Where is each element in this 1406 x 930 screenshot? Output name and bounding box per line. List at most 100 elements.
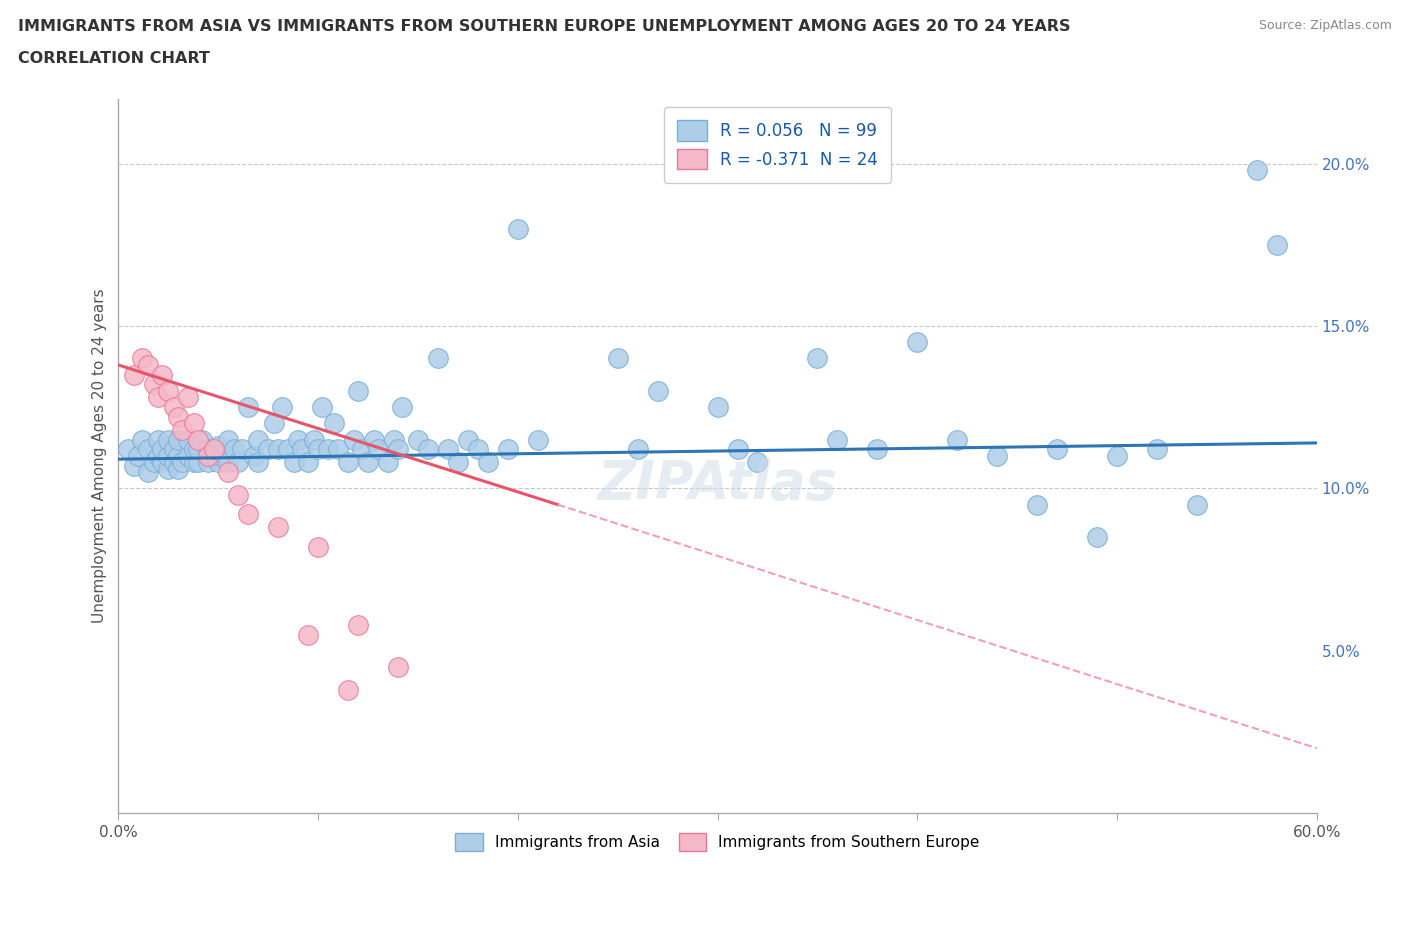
Point <box>347 618 370 632</box>
Point <box>131 432 153 447</box>
Point <box>150 367 173 382</box>
Point <box>387 659 409 674</box>
Point <box>247 432 270 447</box>
Point <box>946 432 969 447</box>
Point <box>467 442 489 457</box>
Point <box>316 442 339 457</box>
Point <box>297 627 319 642</box>
Point <box>1026 498 1049 512</box>
Point <box>183 416 205 431</box>
Point <box>177 432 200 447</box>
Point <box>347 383 370 398</box>
Point <box>606 351 628 365</box>
Point <box>267 520 290 535</box>
Point <box>226 455 249 470</box>
Point <box>187 455 209 470</box>
Point <box>277 442 299 457</box>
Point <box>224 442 246 457</box>
Point <box>148 448 170 463</box>
Point <box>150 455 173 470</box>
Point <box>627 442 650 457</box>
Point <box>177 390 200 405</box>
Legend: Immigrants from Asia, Immigrants from Southern Europe: Immigrants from Asia, Immigrants from So… <box>449 825 987 859</box>
Point <box>167 461 190 476</box>
Point <box>343 432 366 447</box>
Point <box>291 442 314 457</box>
Point <box>357 455 380 470</box>
Point <box>457 432 479 447</box>
Point <box>326 442 349 457</box>
Point <box>243 448 266 463</box>
Point <box>143 455 166 470</box>
Point <box>706 400 728 415</box>
Point <box>506 221 529 236</box>
Point <box>1185 498 1208 512</box>
Point <box>905 335 928 350</box>
Point <box>157 383 180 398</box>
Point <box>167 432 190 447</box>
Point <box>238 507 260 522</box>
Point <box>302 432 325 447</box>
Point <box>217 455 239 470</box>
Point <box>231 442 253 457</box>
Point <box>157 448 180 463</box>
Text: ZIPAtlas: ZIPAtlas <box>598 458 838 511</box>
Point <box>271 400 294 415</box>
Point <box>297 455 319 470</box>
Point <box>363 432 385 447</box>
Point <box>131 351 153 365</box>
Point <box>148 390 170 405</box>
Point <box>747 455 769 470</box>
Point <box>117 442 139 457</box>
Point <box>187 432 209 447</box>
Point <box>167 409 190 424</box>
Point <box>866 442 889 457</box>
Point <box>447 455 470 470</box>
Point <box>217 465 239 480</box>
Point <box>367 442 389 457</box>
Point <box>207 439 229 454</box>
Point <box>496 442 519 457</box>
Point <box>1146 442 1168 457</box>
Point <box>197 442 219 457</box>
Point <box>391 400 413 415</box>
Point <box>323 416 346 431</box>
Point <box>647 383 669 398</box>
Point <box>202 442 225 457</box>
Point <box>157 461 180 476</box>
Point <box>197 455 219 470</box>
Point <box>1265 237 1288 252</box>
Point <box>150 442 173 457</box>
Point <box>177 448 200 463</box>
Point <box>1046 442 1069 457</box>
Point <box>124 458 146 473</box>
Point <box>827 432 849 447</box>
Point <box>172 455 194 470</box>
Point <box>157 432 180 447</box>
Point <box>211 448 233 463</box>
Point <box>217 432 239 447</box>
Point <box>247 455 270 470</box>
Point <box>1085 530 1108 545</box>
Point <box>986 448 1008 463</box>
Point <box>1105 448 1128 463</box>
Point <box>307 539 329 554</box>
Point <box>183 455 205 470</box>
Point <box>163 400 186 415</box>
Point <box>427 351 450 365</box>
Text: IMMIGRANTS FROM ASIA VS IMMIGRANTS FROM SOUTHERN EUROPE UNEMPLOYMENT AMONG AGES : IMMIGRANTS FROM ASIA VS IMMIGRANTS FROM … <box>18 19 1071 33</box>
Point <box>183 442 205 457</box>
Point <box>263 416 285 431</box>
Point <box>226 487 249 502</box>
Point <box>202 448 225 463</box>
Point <box>437 442 460 457</box>
Point <box>167 448 190 463</box>
Point <box>307 442 329 457</box>
Point <box>127 448 149 463</box>
Point <box>143 377 166 392</box>
Point <box>352 442 374 457</box>
Point <box>163 442 186 457</box>
Point <box>527 432 550 447</box>
Y-axis label: Unemployment Among Ages 20 to 24 years: Unemployment Among Ages 20 to 24 years <box>93 288 107 623</box>
Point <box>387 442 409 457</box>
